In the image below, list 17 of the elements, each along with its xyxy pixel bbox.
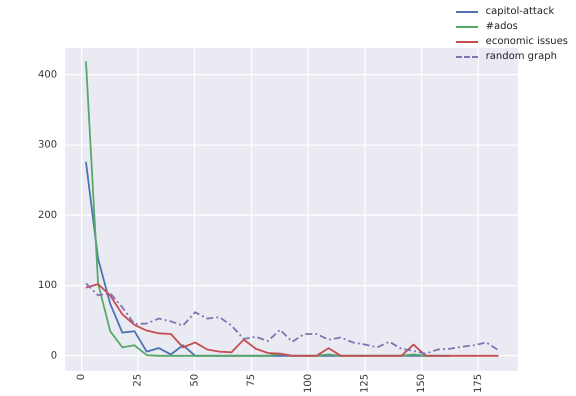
y-tick-label: 200	[38, 210, 58, 221]
y-tick-label: 300	[38, 140, 58, 151]
x-tick-label: 0	[76, 374, 88, 380]
x-tick-label: 175	[472, 374, 484, 394]
x-tick-label: 150	[416, 374, 428, 394]
x-tick-label: 125	[360, 374, 371, 394]
legend-label: random graph	[486, 50, 557, 64]
x-tick-label: 50	[189, 374, 200, 387]
x-tick-label: 75	[246, 374, 258, 387]
legend-label: economic issues	[486, 35, 568, 49]
y-tick-label: 0	[50, 350, 58, 362]
y-tick-label: 400	[38, 69, 58, 80]
x-tick-label: 25	[132, 374, 144, 387]
legend-label: capitol-attack	[486, 5, 554, 19]
y-tick-label: 100	[38, 280, 58, 292]
x-tick-label: 100	[302, 374, 314, 394]
legend-label: #ados	[486, 20, 518, 34]
